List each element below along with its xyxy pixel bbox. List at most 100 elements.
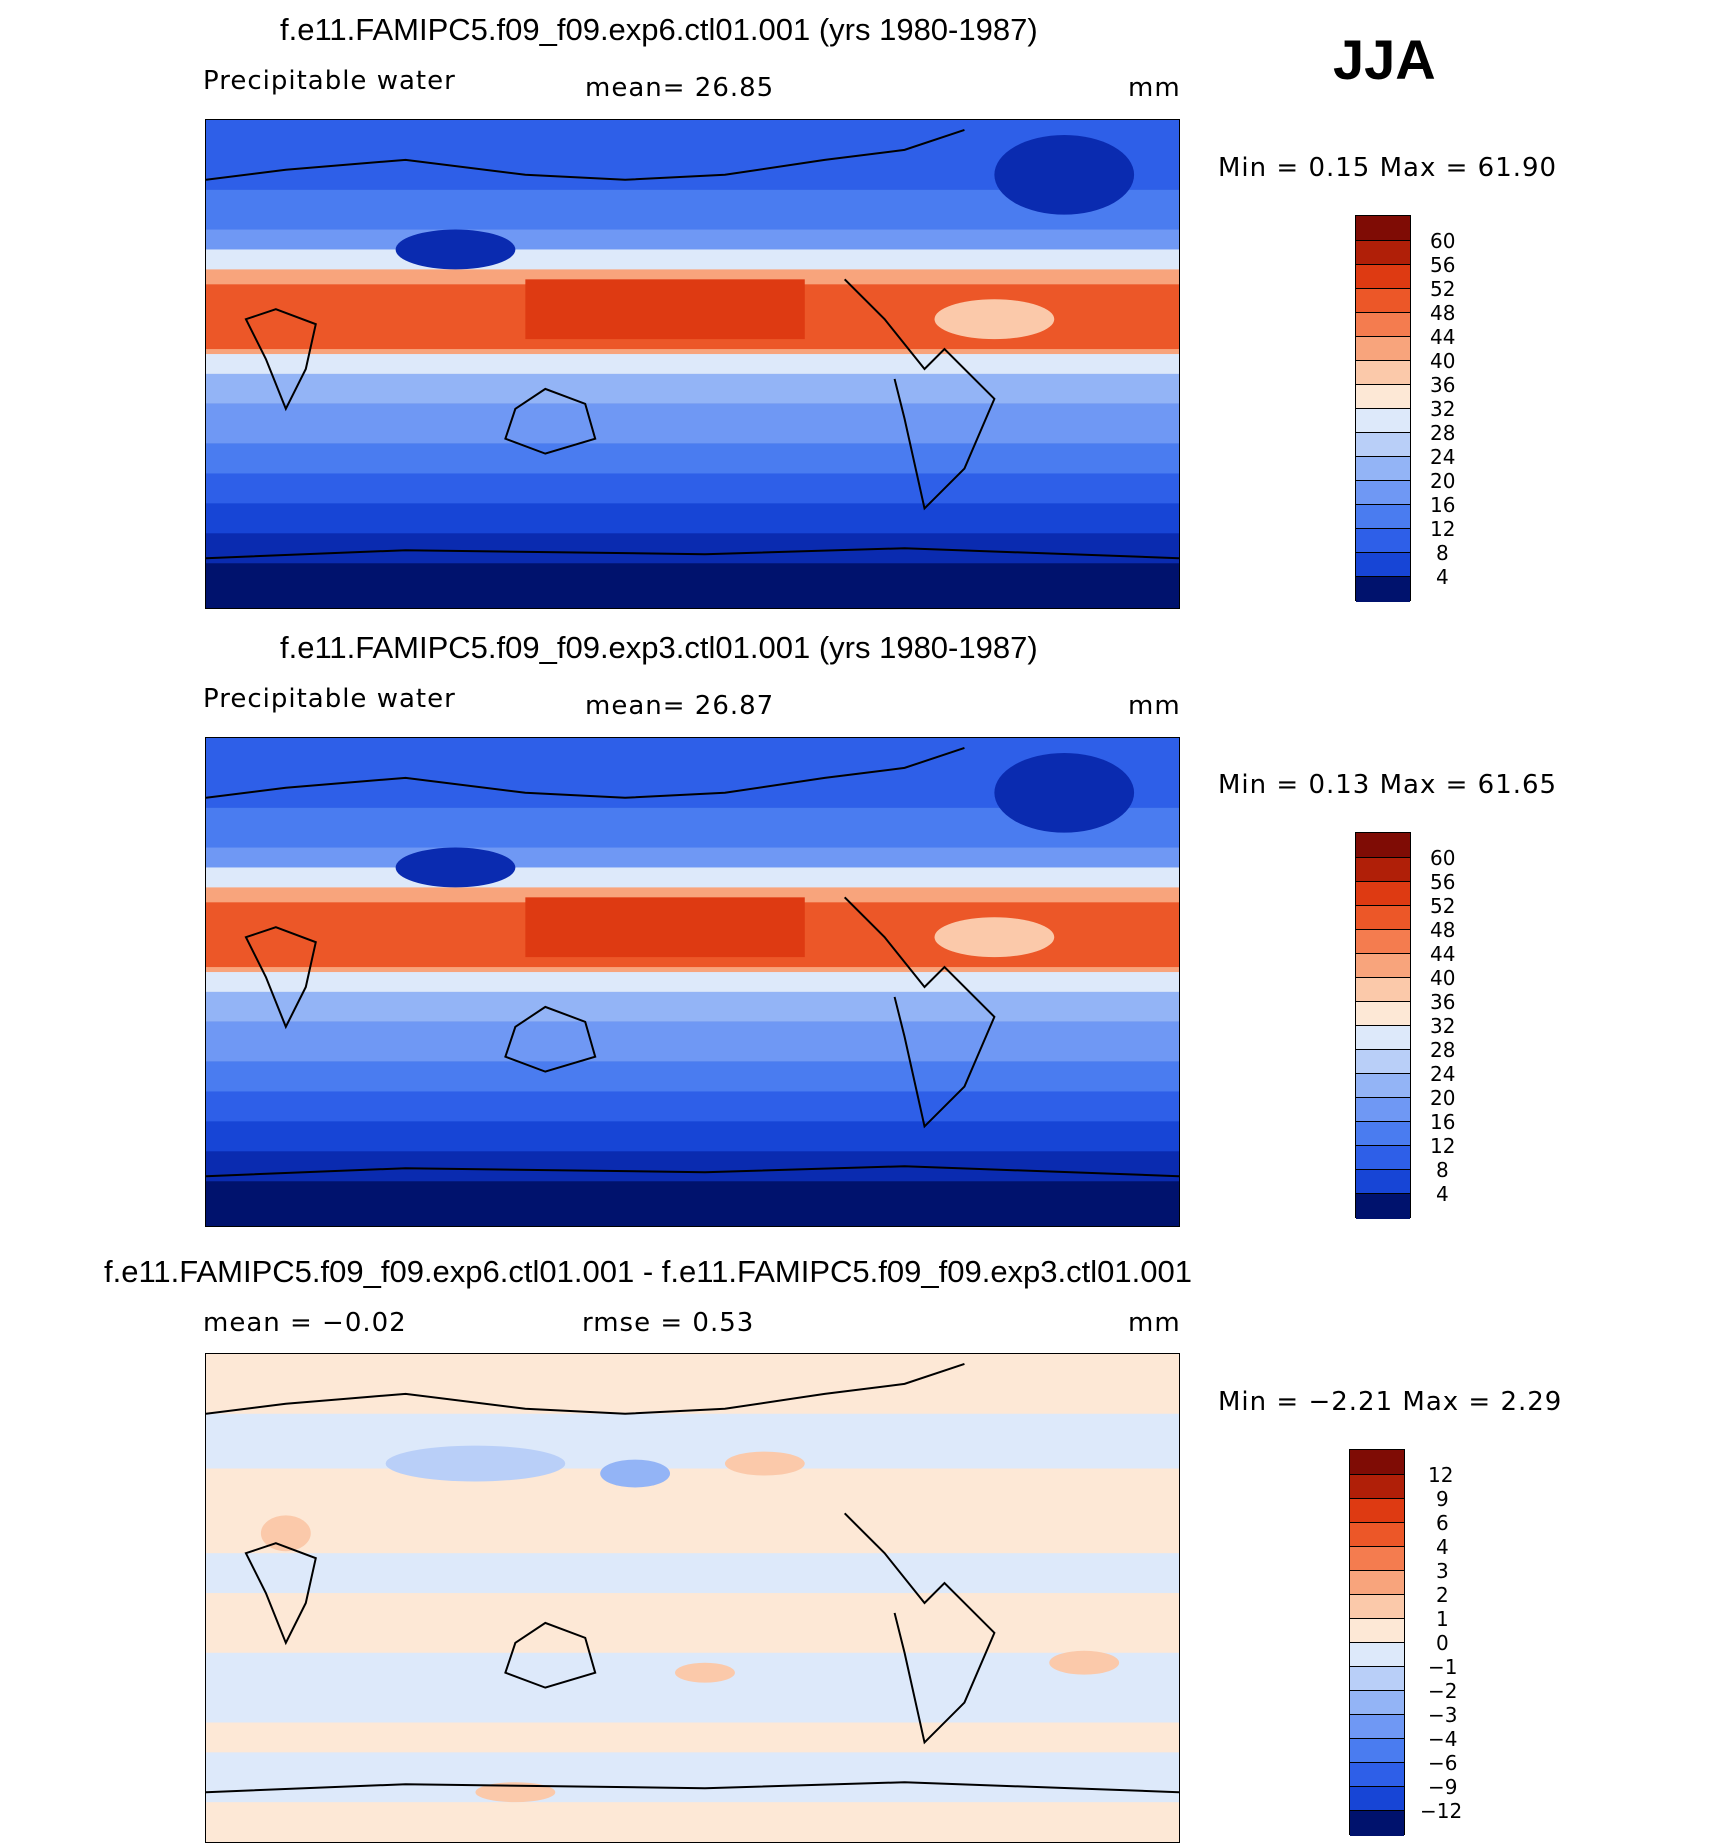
colorbar-tick-label: 0	[1436, 1631, 1449, 1655]
colorbar-tick-label: 9	[1436, 1487, 1449, 1511]
colorbar-segment	[1356, 216, 1410, 240]
colorbar-tick-label: 4	[1436, 565, 1449, 589]
panel-1-units: mm	[1128, 73, 1181, 103]
colorbar-tick-label: 44	[1430, 942, 1456, 966]
colorbar-tick-label: 60	[1430, 846, 1456, 870]
colorbar-segment	[1356, 264, 1410, 288]
colorbar-segment	[1356, 336, 1410, 360]
colorbar-segment	[1356, 240, 1410, 264]
colorbar-tick-label: 28	[1430, 421, 1456, 445]
colorbar-tick-label: 12	[1430, 517, 1456, 541]
colorbar-segment	[1356, 288, 1410, 312]
panel-1-minmax: Min = 0.15 Max = 61.90	[1218, 153, 1558, 183]
colorbar-tick-label: −12	[1420, 1799, 1463, 1823]
colorbar-segment	[1350, 1498, 1404, 1522]
colorbar-segment	[1356, 833, 1410, 857]
colorbar-tick-label: 36	[1430, 373, 1456, 397]
colorbar-tick-label: 60	[1430, 229, 1456, 253]
colorbar-segment	[1356, 953, 1410, 977]
colorbar-segment	[1356, 1193, 1410, 1219]
panel-2-map-field	[206, 738, 1179, 1226]
colorbar-tick-label: 52	[1430, 277, 1456, 301]
colorbar-segment	[1356, 1073, 1410, 1097]
colorbar-tick-label: 32	[1430, 397, 1456, 421]
panel-1-map	[205, 119, 1180, 609]
colorbar-tick-label: 6	[1436, 1511, 1449, 1535]
colorbar-segment	[1356, 1049, 1410, 1073]
colorbar-segment	[1356, 1169, 1410, 1193]
panel-3-map	[205, 1353, 1180, 1843]
colorbar-tick-label: 4	[1436, 1535, 1449, 1559]
colorbar-segment	[1350, 1810, 1404, 1836]
colorbar-tick-label: 40	[1430, 349, 1456, 373]
colorbar-tick-label: 24	[1430, 445, 1456, 469]
colorbar-segment	[1356, 1097, 1410, 1121]
panel-2-units: mm	[1128, 691, 1181, 721]
panel-2-minmax: Min = 0.13 Max = 61.65	[1218, 770, 1558, 800]
colorbar-segment	[1350, 1762, 1404, 1786]
colorbar-tick-label: 52	[1430, 894, 1456, 918]
colorbar-tick-label: 2	[1436, 1583, 1449, 1607]
panel-1-map-field	[206, 120, 1179, 608]
colorbar-segment	[1350, 1786, 1404, 1810]
colorbar-tick-label: −2	[1428, 1679, 1458, 1703]
colorbar-tick-label: 32	[1430, 1014, 1456, 1038]
panel-3-minmax: Min = −2.21 Max = 2.29	[1218, 1387, 1563, 1417]
colorbar-segment	[1356, 456, 1410, 480]
colorbar-segment	[1350, 1594, 1404, 1618]
colorbar-segment	[1356, 408, 1410, 432]
panel-2-mean: mean= 26.87	[585, 691, 775, 721]
panel-3-map-field	[206, 1354, 1179, 1842]
colorbar-segment	[1356, 504, 1410, 528]
colorbar-segment	[1350, 1642, 1404, 1666]
panel-3-units: mm	[1128, 1308, 1181, 1338]
panel-3-mean: mean = −0.02	[203, 1308, 407, 1338]
panel-3-rmse: rmse = 0.53	[582, 1308, 755, 1338]
colorbar-tick-label: 44	[1430, 325, 1456, 349]
colorbar-tick-label: 12	[1430, 1134, 1456, 1158]
colorbar-segment	[1356, 360, 1410, 384]
colorbar-segment	[1356, 576, 1410, 602]
colorbar-segment	[1350, 1714, 1404, 1738]
colorbar-tick-label: 20	[1430, 469, 1456, 493]
colorbar-segment	[1356, 857, 1410, 881]
colorbar-tick-label: −3	[1428, 1703, 1458, 1727]
colorbar-tick-label: 48	[1430, 918, 1456, 942]
panel-3-title: f.e11.FAMIPC5.f09_f09.exp6.ctl01.001 - f…	[104, 1254, 1192, 1289]
panel-3-colorbar	[1349, 1449, 1405, 1836]
colorbar-tick-label: 48	[1430, 301, 1456, 325]
colorbar-segment	[1350, 1450, 1404, 1474]
panel-1-title: f.e11.FAMIPC5.f09_f09.exp6.ctl01.001 (yr…	[280, 12, 1038, 47]
colorbar-tick-label: 56	[1430, 253, 1456, 277]
colorbar-tick-label: 24	[1430, 1062, 1456, 1086]
colorbar-tick-label: 4	[1436, 1182, 1449, 1206]
season-label: JJA	[1333, 28, 1436, 91]
colorbar-segment	[1350, 1666, 1404, 1690]
colorbar-tick-label: −4	[1428, 1727, 1458, 1751]
colorbar-segment	[1350, 1738, 1404, 1762]
colorbar-tick-label: 16	[1430, 493, 1456, 517]
panel-1-colorbar	[1355, 215, 1411, 602]
colorbar-segment	[1356, 1121, 1410, 1145]
panel-1-variable: Precipitable water	[203, 66, 456, 96]
colorbar-tick-label: 56	[1430, 870, 1456, 894]
colorbar-tick-label: 16	[1430, 1110, 1456, 1134]
colorbar-segment	[1350, 1474, 1404, 1498]
panel-2-map	[205, 737, 1180, 1227]
colorbar-tick-label: 28	[1430, 1038, 1456, 1062]
colorbar-segment	[1350, 1570, 1404, 1594]
colorbar-tick-label: −1	[1428, 1655, 1458, 1679]
colorbar-segment	[1350, 1522, 1404, 1546]
colorbar-segment	[1356, 552, 1410, 576]
colorbar-segment	[1356, 384, 1410, 408]
colorbar-tick-label: 20	[1430, 1086, 1456, 1110]
colorbar-segment	[1356, 480, 1410, 504]
colorbar-tick-label: −6	[1428, 1751, 1458, 1775]
colorbar-tick-label: 8	[1436, 1158, 1449, 1182]
colorbar-segment	[1356, 1145, 1410, 1169]
colorbar-segment	[1356, 881, 1410, 905]
colorbar-segment	[1350, 1690, 1404, 1714]
colorbar-tick-label: 36	[1430, 990, 1456, 1014]
colorbar-tick-label: 8	[1436, 541, 1449, 565]
colorbar-segment	[1356, 1025, 1410, 1049]
